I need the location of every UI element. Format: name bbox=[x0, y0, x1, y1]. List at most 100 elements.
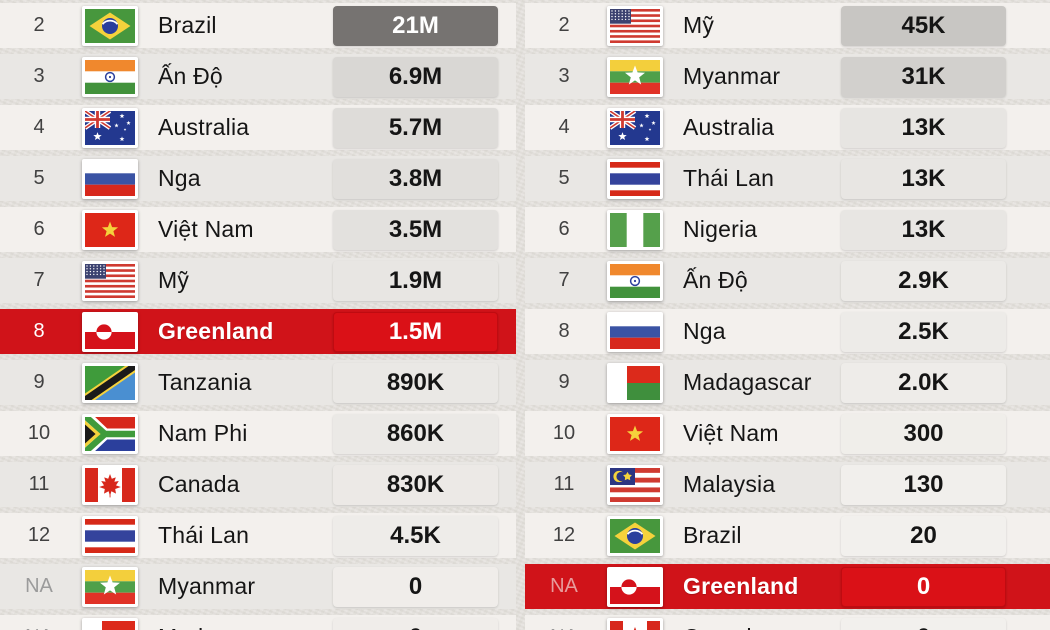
myanmar-flag-icon bbox=[82, 566, 138, 607]
country-name: Mỹ bbox=[158, 267, 190, 293]
country-name: Việt Nam bbox=[158, 216, 254, 242]
rank-label: 2 bbox=[33, 14, 45, 36]
table-row: 11 Canada 830K bbox=[0, 462, 516, 507]
country-name: Greenland bbox=[158, 318, 274, 344]
table-row: 10 Việt Nam 300 bbox=[525, 411, 1050, 456]
rank-label: 9 bbox=[558, 371, 570, 393]
value-badge: 0 bbox=[333, 617, 498, 630]
country-name: Thái Lan bbox=[683, 165, 775, 191]
brazil-flag-icon bbox=[82, 5, 138, 46]
russia-flag-icon bbox=[82, 158, 138, 199]
value-badge: 21M bbox=[333, 5, 498, 46]
value-badge: 860K bbox=[333, 413, 498, 454]
table-row: 5 Thái Lan 13K bbox=[525, 156, 1050, 201]
table-row: 7 Mỹ 1.9M bbox=[0, 258, 516, 303]
country-name: Việt Nam bbox=[683, 420, 779, 446]
value-badge: 6.9M bbox=[333, 56, 498, 97]
country-name: Thái Lan bbox=[158, 522, 250, 548]
rank-label: 3 bbox=[558, 65, 570, 87]
value-badge: 5.7M bbox=[333, 107, 498, 148]
value-badge: 0 bbox=[841, 617, 1006, 630]
table-row: 3 Myanmar 31K bbox=[525, 54, 1050, 99]
country-name: Ấn Độ bbox=[683, 267, 748, 293]
right-ranking-table: 2 Mỹ 45K 3 Myanmar 31K 4 Australia 13K 5… bbox=[525, 3, 1050, 630]
table-row: 5 Nga 3.8M bbox=[0, 156, 516, 201]
table-row: 10 Nam Phi 860K bbox=[0, 411, 516, 456]
canada-flag-icon bbox=[607, 617, 663, 630]
country-name: Australia bbox=[158, 114, 250, 140]
country-name: Ấn Độ bbox=[158, 63, 223, 89]
country-name: Tanzania bbox=[158, 369, 252, 395]
rank-label: 6 bbox=[33, 218, 45, 240]
rank-label: 12 bbox=[27, 524, 51, 546]
rank-label: 8 bbox=[33, 320, 45, 342]
country-name: Canada bbox=[683, 624, 765, 630]
country-name: Myanmar bbox=[683, 63, 781, 89]
australia-flag-icon bbox=[82, 107, 138, 148]
usa-flag-icon bbox=[82, 260, 138, 301]
rank-label: 2 bbox=[558, 14, 570, 36]
rank-label: NA bbox=[14, 626, 64, 630]
rank-label: 6 bbox=[558, 218, 570, 240]
value-badge: 3.8M bbox=[333, 158, 498, 199]
left-ranking-table: 2 Brazil 21M 3 Ấn Độ 6.9M 4 Australia 5.… bbox=[0, 3, 516, 630]
usa-flag-icon bbox=[607, 5, 663, 46]
country-name: Nga bbox=[158, 165, 201, 191]
value-badge: 830K bbox=[333, 464, 498, 505]
table-row: 3 Ấn Độ 6.9M bbox=[0, 54, 516, 99]
value-badge: 0 bbox=[333, 566, 498, 607]
malaysia-flag-icon bbox=[607, 464, 663, 505]
thailand-flag-icon bbox=[607, 158, 663, 199]
table-row: 9 Madagascar 2.0K bbox=[525, 360, 1050, 405]
country-name: Nga bbox=[683, 318, 726, 344]
rank-label: NA bbox=[539, 626, 589, 630]
table-row: 7 Ấn Độ 2.9K bbox=[525, 258, 1050, 303]
table-row: NA Greenland 0 bbox=[525, 564, 1050, 609]
country-name: Nigeria bbox=[683, 216, 758, 242]
table-row: 8 Greenland 1.5M bbox=[0, 309, 516, 354]
greenland-flag-icon bbox=[607, 566, 663, 607]
value-badge: 4.5K bbox=[333, 515, 498, 556]
rank-label: 11 bbox=[553, 473, 575, 495]
rank-label: 5 bbox=[33, 167, 45, 189]
country-name: Brazil bbox=[683, 522, 742, 548]
value-badge: 1.5M bbox=[333, 311, 498, 352]
table-row: 9 Tanzania 890K bbox=[0, 360, 516, 405]
country-name: Brazil bbox=[158, 12, 217, 38]
rank-label: 4 bbox=[558, 116, 570, 138]
rank-label: 11 bbox=[28, 473, 50, 495]
table-row: 6 Nigeria 13K bbox=[525, 207, 1050, 252]
rank-label: 12 bbox=[552, 524, 576, 546]
rank-label: 4 bbox=[33, 116, 45, 138]
madagascar-flag-icon bbox=[82, 617, 138, 630]
table-row: 12 Brazil 20 bbox=[525, 513, 1050, 558]
rank-label: 10 bbox=[27, 422, 51, 444]
value-badge: 2.0K bbox=[841, 362, 1006, 403]
russia-flag-icon bbox=[607, 311, 663, 352]
table-row: 6 Việt Nam 3.5M bbox=[0, 207, 516, 252]
south-africa-flag-icon bbox=[82, 413, 138, 454]
table-row: NA Madagascar 0 bbox=[0, 615, 516, 630]
value-badge: 31K bbox=[841, 56, 1006, 97]
value-badge: 130 bbox=[841, 464, 1006, 505]
rank-label: 9 bbox=[33, 371, 45, 393]
table-row: 4 Australia 5.7M bbox=[0, 105, 516, 150]
value-badge: 0 bbox=[841, 566, 1006, 607]
table-row: 12 Thái Lan 4.5K bbox=[0, 513, 516, 558]
table-row: 11 Malaysia 130 bbox=[525, 462, 1050, 507]
country-name: Nam Phi bbox=[158, 420, 248, 446]
rank-label: 3 bbox=[33, 65, 45, 87]
table-row: NA Myanmar 0 bbox=[0, 564, 516, 609]
madagascar-flag-icon bbox=[607, 362, 663, 403]
value-badge: 2.5K bbox=[841, 311, 1006, 352]
country-name: Myanmar bbox=[158, 573, 256, 599]
rank-label: 5 bbox=[558, 167, 570, 189]
value-badge: 890K bbox=[333, 362, 498, 403]
country-name: Madagascar bbox=[683, 369, 812, 395]
country-name: Australia bbox=[683, 114, 775, 140]
thailand-flag-icon bbox=[82, 515, 138, 556]
country-name: Canada bbox=[158, 471, 240, 497]
vietnam-flag-icon bbox=[82, 209, 138, 250]
value-badge: 13K bbox=[841, 158, 1006, 199]
